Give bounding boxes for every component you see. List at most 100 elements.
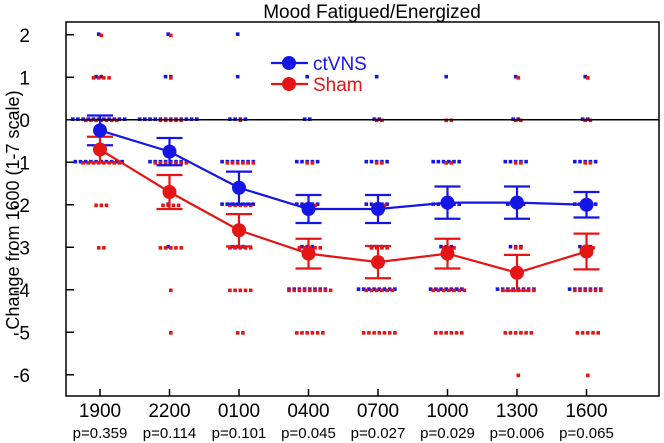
data-point — [441, 288, 446, 293]
data-point — [305, 161, 309, 165]
data-point — [96, 246, 101, 250]
data-point — [573, 159, 577, 164]
data-point — [369, 288, 374, 293]
data-point — [115, 159, 119, 164]
data-point — [434, 331, 438, 335]
data-point — [166, 244, 170, 249]
data-point — [235, 161, 240, 165]
data-point — [241, 331, 245, 335]
data-point — [377, 331, 382, 335]
data-point — [578, 244, 582, 249]
data-point — [248, 246, 253, 250]
data-point — [297, 246, 302, 250]
data-point — [387, 331, 392, 335]
p-value-label: p=0.101 — [212, 425, 267, 442]
data-point — [310, 161, 315, 165]
data-point — [575, 331, 580, 335]
data-point — [83, 159, 88, 164]
data-point — [591, 331, 595, 335]
data-point — [591, 246, 595, 250]
data-point — [382, 287, 387, 291]
data-point — [583, 161, 587, 165]
data-point — [586, 331, 590, 335]
data-point — [444, 331, 448, 335]
data-point — [431, 159, 435, 164]
data-point — [169, 288, 173, 293]
axes — [65, 21, 660, 397]
data-point — [428, 287, 433, 291]
mean-marker — [162, 185, 177, 199]
data-point — [599, 288, 603, 293]
data-point — [112, 161, 117, 165]
data-point — [374, 161, 379, 165]
data-point — [248, 203, 253, 208]
data-point — [367, 287, 371, 291]
data-point — [318, 288, 322, 293]
data-point — [233, 288, 237, 293]
data-point — [238, 203, 243, 208]
data-point — [295, 202, 299, 206]
data-point — [313, 203, 317, 208]
data-point — [99, 33, 104, 38]
data-point — [578, 159, 582, 164]
data-point — [369, 202, 374, 206]
data-point — [369, 159, 374, 164]
data-point — [243, 288, 248, 293]
data-point — [449, 244, 454, 249]
data-point — [94, 74, 98, 79]
data-point — [380, 246, 384, 250]
data-point — [243, 203, 248, 208]
data-point — [321, 331, 325, 335]
mean-marker — [510, 265, 524, 280]
data-point — [364, 202, 369, 206]
data-point — [460, 331, 464, 335]
data-point — [593, 202, 598, 206]
data-point — [243, 246, 248, 250]
data-point — [169, 246, 173, 250]
x-tick-label: 1300 — [496, 401, 538, 422]
legend-marker — [282, 77, 296, 91]
data-point — [367, 331, 371, 335]
data-point — [158, 161, 163, 165]
data-point — [583, 74, 587, 79]
data-point — [439, 287, 443, 291]
data-point — [297, 288, 302, 293]
x-tick-label: 0700 — [357, 401, 399, 422]
y-tick-label: -5 — [13, 323, 30, 344]
data-point — [529, 331, 534, 335]
data-point — [251, 202, 256, 206]
data-point — [102, 246, 106, 250]
data-point — [449, 287, 454, 291]
data-point — [380, 161, 384, 165]
mean-lines — [99, 129, 587, 274]
data-point — [364, 159, 369, 164]
data-point — [235, 331, 240, 335]
data-point — [171, 203, 176, 208]
data-point — [449, 331, 454, 335]
data-point — [169, 161, 173, 165]
data-point — [81, 161, 85, 165]
data-point — [78, 159, 83, 164]
p-value-label: p=0.027 — [351, 425, 406, 442]
data-point — [96, 32, 101, 36]
p-value-label: p=0.114 — [143, 425, 197, 442]
data-point — [356, 287, 361, 291]
x-tick-label: 2200 — [148, 401, 190, 422]
data-point — [310, 331, 315, 335]
data-point — [460, 287, 464, 291]
mean-marker — [440, 246, 455, 261]
data-point — [447, 159, 451, 164]
data-point — [361, 287, 366, 291]
data-point — [313, 288, 317, 293]
data-point — [248, 288, 253, 293]
data-point — [596, 331, 600, 335]
mean-marker — [510, 195, 524, 210]
data-point — [513, 246, 518, 250]
data-point — [588, 288, 593, 293]
x-tick-label: 1000 — [426, 401, 468, 422]
data-point — [102, 76, 106, 80]
data-point — [444, 287, 448, 291]
data-point — [452, 246, 456, 250]
data-point — [372, 287, 376, 291]
